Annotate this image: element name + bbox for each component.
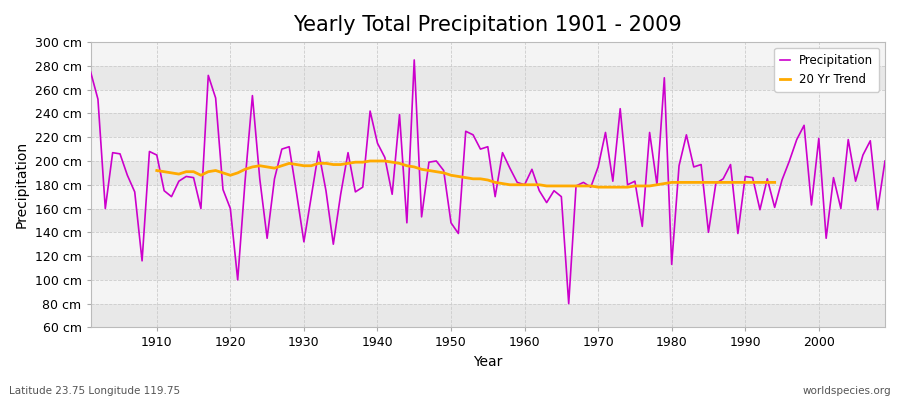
Bar [91, 42, 885, 66]
20 Yr Trend [468, 176, 479, 181]
Bar [91, 256, 885, 280]
Line: Precipitation: Precipitation [91, 60, 885, 304]
20 Yr Trend [747, 180, 758, 185]
Legend: Precipitation, 20 Yr Trend: Precipitation, 20 Yr Trend [774, 48, 879, 92]
Bar [91, 90, 885, 114]
Precipitation [350, 190, 361, 194]
20 Yr Trend [593, 185, 604, 190]
20 Yr Trend [151, 168, 162, 173]
Bar [91, 161, 885, 185]
Precipitation [86, 70, 96, 74]
Precipitation [526, 167, 537, 172]
Title: Yearly Total Precipitation 1901 - 2009: Yearly Total Precipitation 1901 - 2009 [293, 15, 682, 35]
Bar [91, 185, 885, 208]
20 Yr Trend [372, 158, 382, 163]
20 Yr Trend [770, 180, 780, 185]
20 Yr Trend [255, 163, 266, 168]
X-axis label: Year: Year [473, 355, 502, 369]
Precipitation [306, 194, 317, 199]
Y-axis label: Precipitation: Precipitation [15, 141, 29, 228]
Precipitation [622, 182, 633, 187]
Precipitation [879, 158, 890, 163]
Line: 20 Yr Trend: 20 Yr Trend [157, 161, 775, 187]
Precipitation [409, 58, 419, 62]
Bar [91, 137, 885, 161]
20 Yr Trend [336, 162, 346, 167]
Precipitation [563, 301, 574, 306]
20 Yr Trend [364, 158, 375, 163]
Bar [91, 208, 885, 232]
Text: worldspecies.org: worldspecies.org [803, 386, 891, 396]
Bar [91, 304, 885, 328]
Text: Latitude 23.75 Longitude 119.75: Latitude 23.75 Longitude 119.75 [9, 386, 180, 396]
20 Yr Trend [343, 161, 354, 166]
Precipitation [519, 182, 530, 187]
Bar [91, 232, 885, 256]
Bar [91, 280, 885, 304]
Bar [91, 114, 885, 137]
Precipitation [144, 149, 155, 154]
Bar [91, 66, 885, 90]
